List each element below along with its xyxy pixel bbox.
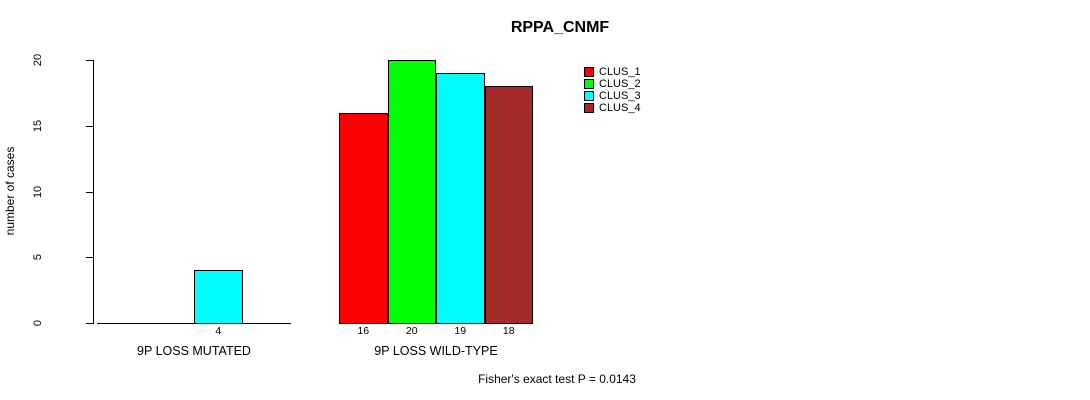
y-axis-tick — [86, 323, 93, 324]
bar-clus_2-group1-zero — [145, 323, 194, 324]
legend-swatch-clus_3 — [584, 91, 594, 101]
legend-row-clus_2: CLUS_2 — [584, 78, 641, 90]
bar-clus_3-group1 — [194, 270, 243, 324]
bar-value-label: 16 — [357, 325, 370, 337]
bar-clus_3-group2 — [436, 73, 485, 324]
y-axis-title: number of cases — [3, 146, 17, 236]
chart-title: RPPA_CNMF — [510, 19, 610, 36]
bar-clus_1-group1-zero — [97, 323, 146, 324]
legend-swatch-clus_1 — [584, 67, 594, 77]
legend-swatch-clus_4 — [584, 103, 594, 113]
y-axis-tick — [86, 257, 93, 259]
y-axis-tick-label: 0 — [32, 319, 44, 327]
y-axis-line — [93, 60, 94, 324]
legend-swatch-clus_2 — [584, 79, 594, 89]
legend-label: CLUS_4 — [599, 102, 641, 114]
bar-value-label: 18 — [502, 325, 515, 337]
bar-clus_2-group2 — [387, 60, 436, 324]
y-axis-tick-label: 5 — [32, 254, 44, 261]
bar-value-label: 19 — [454, 325, 467, 337]
bar-clus_4-group1-zero — [242, 323, 291, 324]
y-axis-tick — [86, 125, 93, 127]
bar-value-label: 4 — [215, 325, 222, 337]
y-axis-tick-label: 10 — [32, 185, 44, 198]
category-label: 9P LOSS WILD-TYPE — [374, 344, 498, 358]
legend-row-clus_1: CLUS_1 — [584, 66, 641, 78]
legend-row-clus_4: CLUS_4 — [584, 102, 641, 114]
legend-label: CLUS_3 — [599, 90, 641, 102]
legend-label: CLUS_2 — [599, 78, 641, 90]
fisher-test-annotation: Fisher's exact test P = 0.0143 — [478, 372, 636, 386]
y-axis-tick-label: 20 — [32, 53, 44, 67]
y-axis-tick — [86, 60, 93, 61]
category-label: 9P LOSS MUTATED — [137, 344, 251, 358]
legend-label: CLUS_1 — [599, 66, 641, 78]
bar-clus_4-group2 — [484, 86, 533, 324]
bar-value-label: 20 — [405, 325, 418, 337]
legend-row-clus_3: CLUS_3 — [584, 90, 641, 102]
y-axis-tick-label: 15 — [32, 119, 44, 132]
y-axis-tick — [86, 191, 93, 193]
bar-clus_1-group2 — [339, 112, 388, 324]
legend: CLUS_1 CLUS_2 CLUS_3 CLUS_4 — [584, 66, 641, 114]
